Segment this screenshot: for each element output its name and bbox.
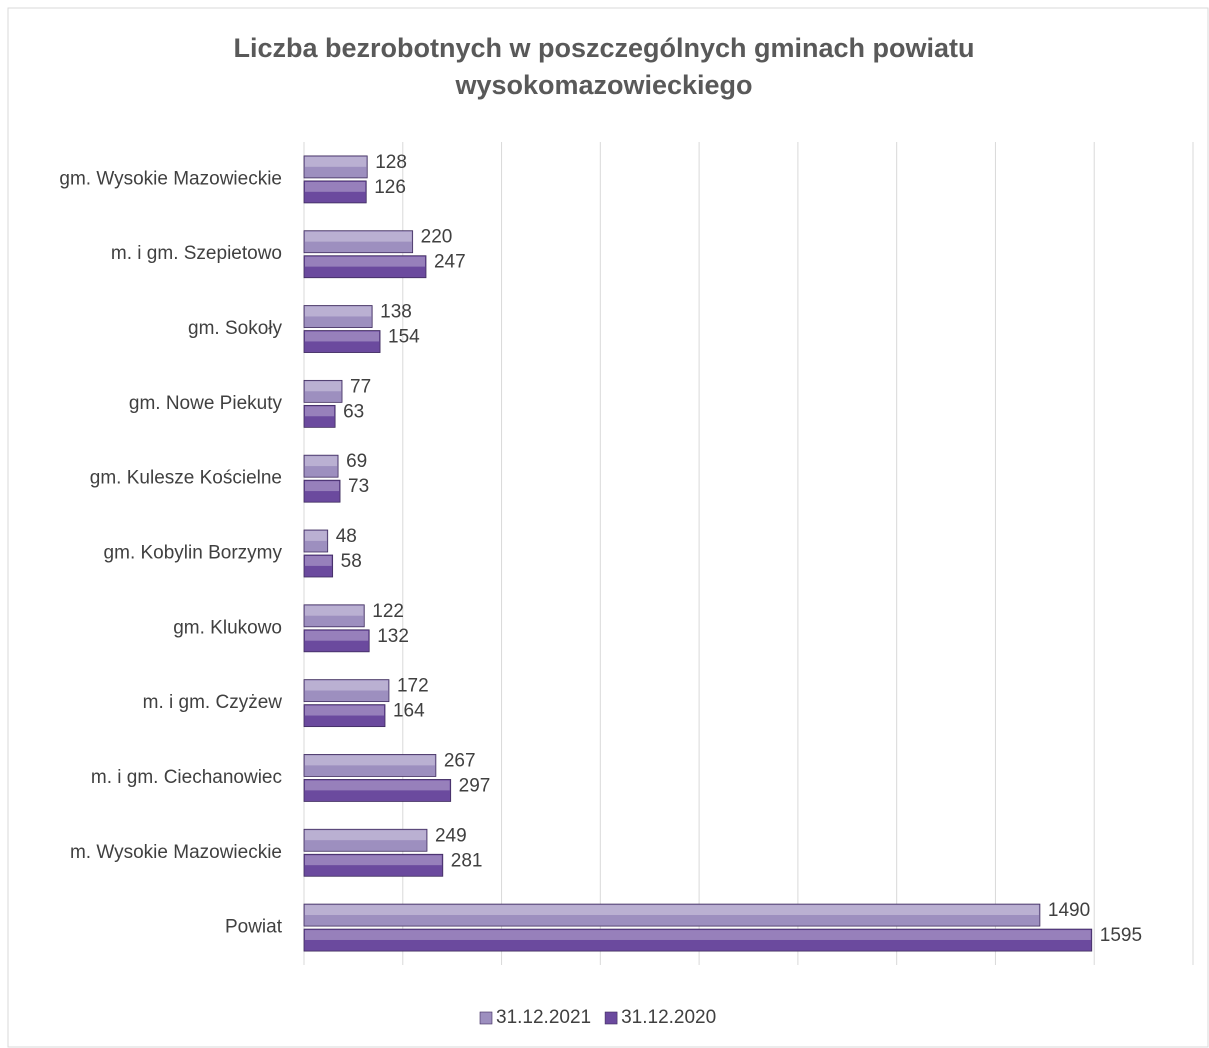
- bar: [303, 255, 427, 279]
- data-label: 58: [341, 551, 362, 572]
- bar: [303, 629, 370, 653]
- y-tick-label: gm. Kulesze Kościelne: [90, 468, 282, 489]
- data-label: 77: [350, 376, 371, 397]
- bar-highlight: [305, 680, 388, 691]
- data-label: 69: [346, 451, 367, 472]
- data-label: 132: [377, 626, 409, 647]
- y-tick-label: gm. Klukowo: [173, 617, 282, 638]
- bar-highlight: [305, 630, 369, 641]
- bar: [303, 928, 1093, 952]
- bar-highlight: [305, 556, 332, 566]
- bar: [303, 529, 329, 553]
- bar-highlight: [305, 481, 340, 492]
- bar-highlight: [305, 406, 335, 417]
- bar: [303, 679, 390, 703]
- y-tick-label: gm. Sokoły: [188, 318, 282, 339]
- bar-highlight: [305, 930, 1091, 940]
- y-tick-label: m. i gm. Ciechanowiec: [91, 767, 282, 788]
- data-label: 48: [336, 526, 357, 547]
- bar: [303, 379, 343, 403]
- bar: [303, 454, 339, 478]
- data-label: 128: [375, 152, 407, 173]
- bar-highlight: [305, 755, 435, 766]
- y-tick-label: Powiat: [225, 917, 283, 938]
- y-tick-label: gm. Kobylin Borzymy: [104, 543, 283, 564]
- bar: [303, 330, 381, 353]
- chart-title: Liczba bezrobotnych w poszczególnych gmi…: [233, 33, 975, 100]
- bar-highlight: [305, 830, 426, 841]
- bar: [303, 230, 414, 254]
- data-label: 247: [434, 252, 466, 273]
- data-label: 249: [435, 825, 467, 846]
- data-label: 281: [451, 850, 483, 871]
- data-label: 172: [397, 676, 429, 697]
- y-tick-label: gm. Wysokie Mazowieckie: [59, 168, 282, 189]
- bar-highlight: [305, 231, 412, 242]
- bar: [303, 828, 428, 852]
- legend-swatch: [604, 1011, 618, 1025]
- bar: [303, 479, 341, 503]
- bar: [303, 779, 452, 802]
- bar-highlight: [305, 456, 338, 467]
- legend-swatch: [479, 1011, 493, 1025]
- data-label: 73: [348, 476, 369, 497]
- data-label: 164: [393, 701, 425, 722]
- bar-highlight: [305, 905, 1039, 915]
- bar: [303, 155, 368, 179]
- data-label: 220: [421, 227, 453, 248]
- y-tick-label: gm. Nowe Piekuty: [129, 393, 283, 414]
- bar: [303, 604, 365, 628]
- bar: [303, 754, 437, 777]
- data-label: 267: [444, 750, 476, 771]
- data-label: 63: [343, 401, 364, 422]
- bar: [303, 404, 336, 428]
- data-label: 1595: [1100, 925, 1142, 946]
- data-label: 126: [374, 177, 406, 198]
- bar-highlight: [305, 181, 366, 192]
- bar-highlight: [305, 705, 384, 716]
- data-label: 138: [380, 302, 412, 323]
- chart-border: [7, 7, 1209, 1048]
- bar-highlight: [305, 331, 380, 342]
- legend-label: 31.12.2021: [496, 1007, 591, 1028]
- bar: [303, 554, 334, 578]
- bar: [303, 305, 373, 328]
- bar-highlight: [305, 605, 364, 616]
- bar-highlight: [305, 855, 442, 866]
- y-tick-label: m. i gm. Czyżew: [143, 692, 283, 713]
- legend-label: 31.12.2020: [621, 1007, 716, 1028]
- y-tick-label: m. i gm. Szepietowo: [111, 243, 282, 264]
- bar-highlight: [305, 531, 327, 541]
- bar: [303, 180, 367, 204]
- bar: [303, 903, 1041, 927]
- data-label: 154: [388, 327, 420, 348]
- bar-highlight: [305, 381, 342, 392]
- data-label: 1490: [1048, 900, 1090, 921]
- bar-highlight: [305, 306, 372, 317]
- bar-highlight: [305, 256, 425, 267]
- data-label: 122: [372, 601, 404, 622]
- y-tick-label: m. Wysokie Mazowieckie: [70, 842, 282, 863]
- data-label: 297: [459, 775, 491, 796]
- bar-highlight: [305, 780, 450, 791]
- bar: [303, 704, 386, 728]
- bar-highlight: [305, 156, 367, 167]
- bar: [303, 853, 444, 877]
